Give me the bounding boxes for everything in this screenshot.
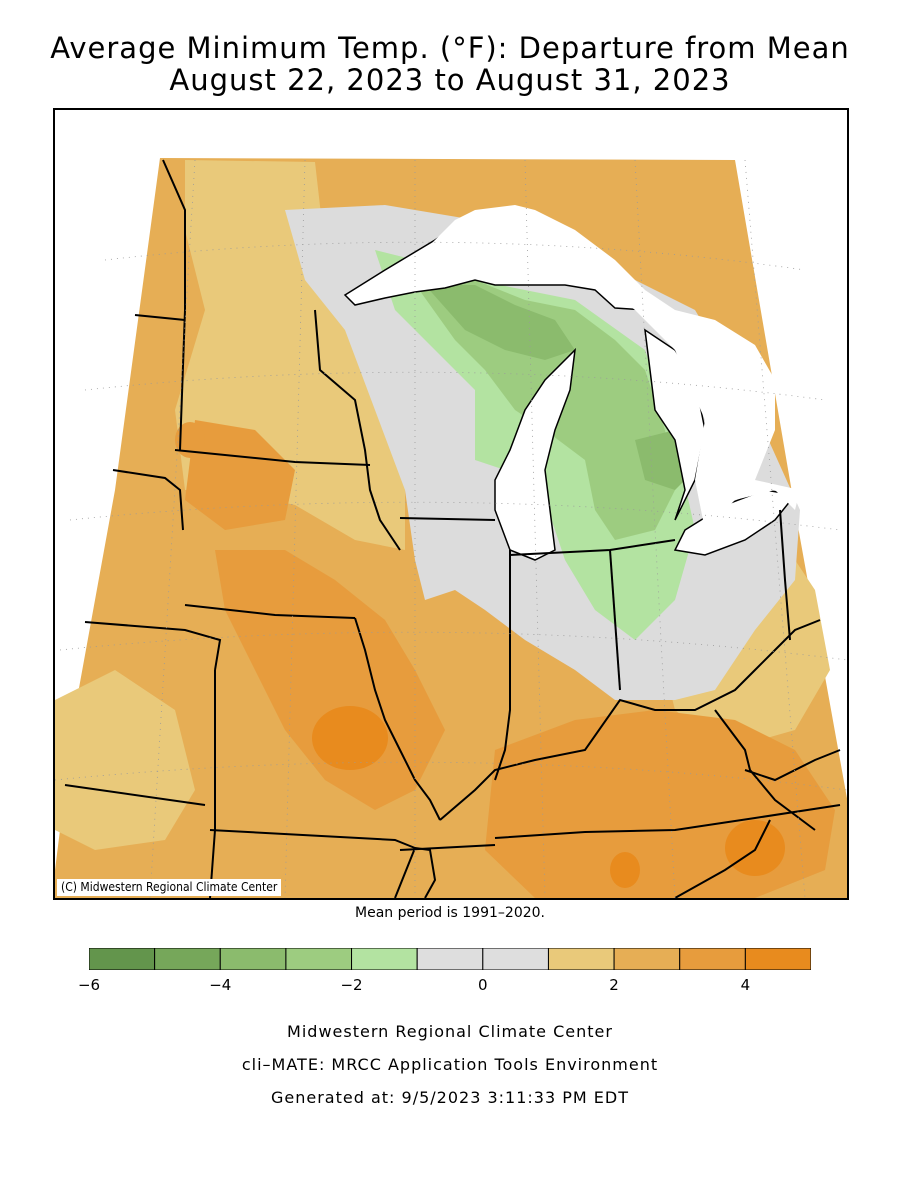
legend-swatch	[679, 948, 746, 970]
border-ar-ms	[399, 844, 496, 851]
border-mo-ar	[414, 847, 437, 898]
border-mn-west	[162, 159, 186, 451]
map-date-range: August 22, 2023 to August 31, 2023	[169, 63, 731, 97]
zone-deep-orange-missouri	[312, 706, 388, 770]
map-panel: (C) Midwestern Regional Climate Center	[53, 108, 849, 900]
footer-tool-name: cli–MATE: MRCC Application Tools Environ…	[241, 1055, 659, 1074]
legend-swatch	[285, 948, 353, 970]
map-title: Average Minimum Temp. (°F): Departure fr…	[50, 31, 850, 65]
border-ia-il	[354, 617, 441, 821]
zone-green-dark	[425, 285, 575, 360]
border-oh-pa	[779, 509, 791, 641]
border-ne-sd	[112, 469, 184, 531]
border-ia-north	[174, 449, 371, 466]
border-il-in	[494, 550, 511, 781]
lake-michigan	[494, 347, 577, 561]
border-ky-wv	[714, 709, 816, 831]
mean-period-note: Mean period is 1991–2020.	[355, 905, 545, 921]
footer-generated-time: Generated at: 9/5/2023 3:11:33 PM EDT	[271, 1088, 629, 1107]
legend-swatch	[351, 948, 418, 970]
legend-swatch	[154, 948, 221, 970]
border-tn-va	[744, 749, 841, 782]
departure-map	[55, 158, 847, 898]
legend-tick-label: 4	[740, 976, 751, 994]
legend-swatch	[547, 948, 615, 970]
border-sd-nd	[134, 314, 186, 321]
legend-tick-label: −6	[77, 976, 101, 994]
border-mn-wi	[314, 309, 401, 551]
border-ohio-river	[439, 619, 821, 821]
color-legend-bar	[89, 948, 811, 970]
legend-swatch	[744, 948, 811, 970]
zone-dark-orange-nw	[185, 420, 295, 530]
border-tn-south	[674, 819, 771, 898]
border-ks-ne	[84, 621, 222, 671]
border-in-oh	[609, 549, 621, 691]
canada-region	[385, 205, 800, 530]
map-credit: (C) Midwestern Regional Climate Center	[57, 879, 282, 896]
border-ky-tn	[494, 804, 841, 839]
border-mo-south	[209, 829, 417, 898]
border-ia-south	[184, 604, 356, 619]
legend-swatch	[613, 948, 681, 970]
zone-deep-orange-iowa	[175, 422, 205, 458]
legend-tick-label: 2	[609, 976, 619, 994]
border-mi-in-oh	[509, 539, 676, 556]
legend-swatch	[219, 948, 287, 970]
legend-swatch	[482, 948, 549, 970]
zone-light-orange-sw	[55, 670, 195, 850]
lake-erie	[673, 489, 797, 556]
legend-tick-label: −2	[340, 976, 363, 994]
state-boundaries	[64, 159, 841, 898]
border-wi-il	[399, 517, 496, 521]
legend-tick-label: −4	[209, 976, 232, 994]
legend-swatch	[416, 948, 484, 970]
border-ok-ks	[64, 784, 206, 806]
legend-swatch	[89, 948, 156, 970]
footer-organization: Midwestern Regional Climate Center	[287, 1022, 613, 1041]
legend-tick-label: 0	[478, 976, 488, 994]
zone-deep-orange-tennessee-2	[610, 852, 640, 888]
